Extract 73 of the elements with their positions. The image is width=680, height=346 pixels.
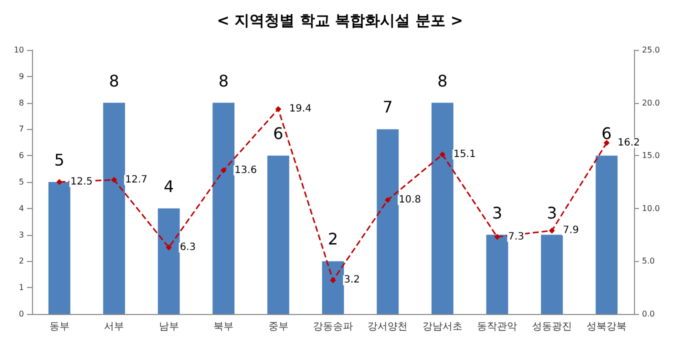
data-label: 12.5 bbox=[70, 176, 93, 188]
data-label: 4 bbox=[164, 176, 174, 196]
point bbox=[548, 228, 555, 234]
y-tick-label: 3 bbox=[18, 230, 24, 240]
data-label: 19.4 bbox=[289, 104, 312, 115]
x-tick-label: 동부 bbox=[49, 322, 70, 332]
point bbox=[275, 106, 282, 112]
y2-tick-label: 0.0 bbox=[642, 310, 655, 318]
data-label: 16.2 bbox=[618, 137, 640, 148]
data-label: 15.1 bbox=[453, 149, 476, 160]
bar bbox=[540, 234, 563, 314]
data-label: 7 bbox=[382, 98, 393, 117]
bar bbox=[486, 234, 508, 314]
data-label: 3 bbox=[546, 203, 558, 222]
point bbox=[220, 167, 227, 174]
y-tick-label: 6 bbox=[18, 151, 24, 160]
bar bbox=[596, 156, 618, 314]
y2-tick-label: 10.0 bbox=[642, 204, 660, 213]
bar bbox=[267, 156, 290, 314]
point bbox=[56, 179, 62, 185]
data-label: 3.2 bbox=[344, 274, 360, 286]
x-tick-label: 북부 bbox=[214, 322, 234, 332]
x-tick-label: 성동광진 bbox=[532, 322, 572, 332]
bar bbox=[48, 182, 70, 314]
data-label: 10.8 bbox=[398, 194, 421, 206]
data-label: 8 bbox=[108, 71, 120, 90]
y2-tick-label: 25.0 bbox=[642, 46, 660, 54]
point bbox=[111, 176, 118, 183]
y2-tick-label: 15.0 bbox=[642, 151, 660, 160]
point bbox=[384, 196, 391, 203]
y-tick-label: 0 bbox=[18, 310, 24, 318]
y2-tick-label: 5.0 bbox=[642, 256, 655, 266]
x-tick-label: 강서양천 bbox=[368, 322, 408, 332]
point bbox=[330, 277, 336, 284]
y-tick-label: 8 bbox=[18, 98, 24, 108]
data-label: 13.6 bbox=[234, 164, 257, 176]
x-tick-label: 성북강북 bbox=[586, 322, 627, 332]
data-label: 6 bbox=[273, 124, 284, 144]
y-tick-label: 4 bbox=[18, 204, 24, 213]
chart-title: < 지역청별 학교 복합화시설 분포 > bbox=[216, 12, 464, 30]
data-label: 8 bbox=[437, 71, 448, 90]
point bbox=[439, 152, 446, 158]
x-tick-label: 서부 bbox=[104, 322, 124, 332]
data-label: 7.9 bbox=[562, 225, 579, 236]
data-label: 5 bbox=[54, 150, 64, 170]
y-tick-label: 9 bbox=[18, 72, 24, 81]
point bbox=[166, 244, 172, 250]
y2-tick-label: 20.0 bbox=[642, 98, 660, 108]
x-tick-label: 남부 bbox=[158, 322, 179, 332]
bar bbox=[322, 261, 344, 314]
bar bbox=[212, 102, 234, 314]
data-label: 2 bbox=[328, 230, 338, 249]
data-label: 7.3 bbox=[508, 231, 524, 242]
data-label: 12.7 bbox=[125, 174, 148, 186]
x-tick-label: 강동송파 bbox=[313, 322, 353, 332]
y-tick-label: 7 bbox=[18, 124, 24, 134]
y-tick-label: 10 bbox=[14, 46, 24, 54]
bar bbox=[432, 102, 454, 314]
y-tick-label: 1 bbox=[18, 283, 24, 292]
data-label: 6 bbox=[602, 124, 612, 144]
x-tick-label: 중부 bbox=[268, 322, 288, 332]
x-tick-label: 강남서초 bbox=[422, 322, 462, 332]
bar bbox=[103, 102, 126, 314]
x-tick-label: 동작관악 bbox=[477, 322, 518, 332]
y-tick-label: 5 bbox=[18, 178, 24, 186]
data-label: 6.3 bbox=[180, 242, 196, 253]
y-tick-label: 2 bbox=[18, 256, 24, 266]
point bbox=[494, 234, 500, 240]
bar bbox=[376, 129, 399, 314]
point bbox=[604, 140, 610, 146]
data-label: 8 bbox=[218, 71, 229, 90]
data-label: 3 bbox=[492, 203, 502, 222]
bar bbox=[158, 208, 180, 314]
